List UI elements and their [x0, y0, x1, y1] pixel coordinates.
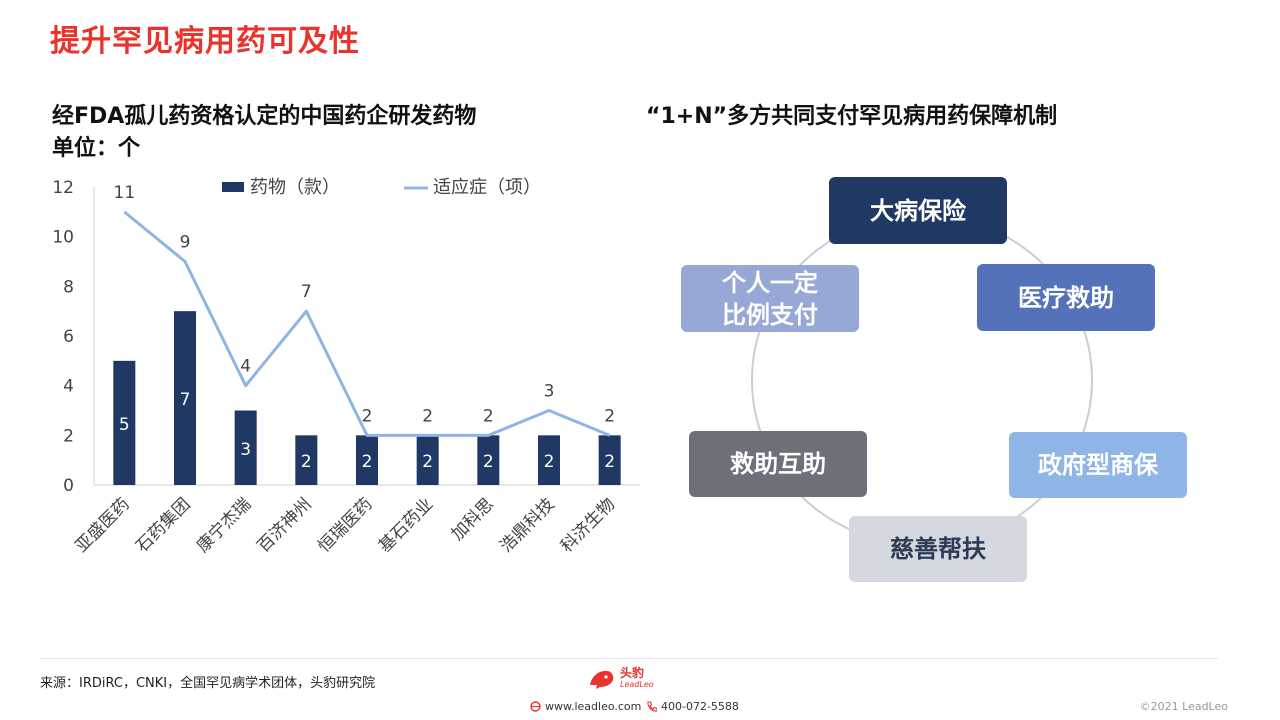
source-note: 来源：IRDiRC，CNKI，全国罕见病学术团体，头豹研究院: [40, 676, 376, 691]
page-title: 提升罕见病用药可及性: [50, 24, 360, 59]
x-tick-label: 亚盛医药: [72, 494, 134, 556]
node-label: 政府型商保: [1038, 451, 1158, 479]
x-tick-label: 浩鼎科技: [496, 494, 558, 556]
bar-value-label: 2: [604, 452, 615, 472]
footer-logo: 头豹 LeadLeo: [588, 667, 654, 691]
bar: [598, 435, 621, 485]
bar-value-label: 5: [119, 415, 130, 435]
bar-value-label: 2: [483, 452, 494, 472]
line-value-label: 2: [604, 406, 615, 426]
y-tick-label: 8: [63, 277, 74, 297]
legend-bar-swatch: [222, 182, 244, 192]
phone-icon: [647, 701, 657, 712]
chart-unit: 单位：个: [52, 136, 141, 161]
diagram-title: “1+N”多方共同支付罕见病用药保障机制: [646, 104, 1058, 129]
browser-icon: [530, 701, 541, 712]
bar-value-label: 2: [422, 452, 433, 472]
y-tick-label: 4: [63, 377, 74, 397]
line-series: [123, 210, 611, 437]
bar: [113, 360, 136, 485]
line-value-label: 2: [422, 406, 433, 426]
y-tick-label: 2: [63, 426, 74, 446]
line-value-label: 2: [362, 406, 373, 426]
y-tick-label: 12: [52, 178, 74, 198]
copyright: ©2021 LeadLeo: [1139, 700, 1228, 713]
chart-title: 经FDA孤儿药资格认定的中国药企研发药物: [52, 104, 477, 129]
bar: [356, 435, 378, 485]
x-tick-label: 康宁杰瑞: [193, 494, 255, 556]
node-medical-assistance: 医疗救助: [977, 264, 1155, 331]
phone-number: 400-072-5588: [646, 700, 739, 713]
bar: [174, 311, 196, 485]
logo-text: 头豹: [620, 666, 645, 680]
y-tick-label: 6: [63, 327, 74, 347]
x-tick-label: 科济生物: [557, 494, 619, 556]
x-tick-label: 恒瑞医药: [314, 494, 376, 556]
node-label: 个人一定 比例支付: [722, 268, 818, 329]
website-link[interactable]: www.leadleo.com: [530, 700, 641, 713]
line-value-label: 3: [544, 382, 555, 402]
x-tick-label: 加科思: [448, 494, 498, 544]
bar: [416, 435, 439, 485]
bar-value-label: 2: [544, 452, 555, 472]
legend-bar-label: 药物（款）: [250, 177, 340, 198]
bar: [538, 435, 560, 485]
y-tick-label: 0: [63, 476, 74, 496]
line-value-label: 2: [483, 406, 494, 426]
line-value-label: 4: [240, 357, 251, 377]
x-tick-label: 百济神州: [254, 494, 316, 556]
website-text: www.leadleo.com: [545, 700, 642, 713]
leopard-logo-icon: [590, 670, 614, 689]
line-value-label: 9: [180, 233, 191, 253]
logo-subtext: LeadLeo: [620, 680, 654, 689]
node-label: 慈善帮扶: [890, 535, 986, 563]
y-tick-label: 10: [52, 228, 74, 248]
phone-text: 400-072-5588: [661, 700, 739, 713]
bar: [295, 435, 318, 485]
bar-value-label: 2: [362, 452, 373, 472]
bar-value-label: 7: [180, 390, 191, 410]
node-label: 救助互助: [730, 450, 826, 478]
line-value-label: 7: [301, 282, 312, 302]
legend-line-label: 适应症（项）: [433, 177, 541, 198]
node-label: 医疗救助: [1018, 283, 1114, 312]
node-label: 大病保险: [870, 196, 966, 225]
bar: [234, 410, 257, 485]
node-mutual-aid: 救助互助: [689, 431, 867, 497]
node-major-illness-insurance: 大病保险: [829, 177, 1007, 244]
bar-value-label: 2: [301, 452, 312, 472]
x-tick-label: 基石药业: [375, 494, 437, 556]
bar-value-label: 3: [240, 440, 251, 460]
line-value-label: 11: [114, 183, 136, 203]
node-personal-payment: 个人一定 比例支付: [681, 265, 859, 332]
footer-divider: [40, 658, 1218, 659]
node-government-insurance: 政府型商保: [1009, 432, 1187, 498]
node-charity-aid: 慈善帮扶: [849, 516, 1027, 582]
x-tick-label: 石药集团: [132, 494, 194, 556]
combo-chart: 0 2 4 6 8 10 12 5 7 3 2 2 2 2 2 2 11 9 4 7 2 2 2 3 2 亚盛医药石药集团康宁杰瑞…: [52, 177, 640, 557]
bar: [477, 435, 500, 485]
